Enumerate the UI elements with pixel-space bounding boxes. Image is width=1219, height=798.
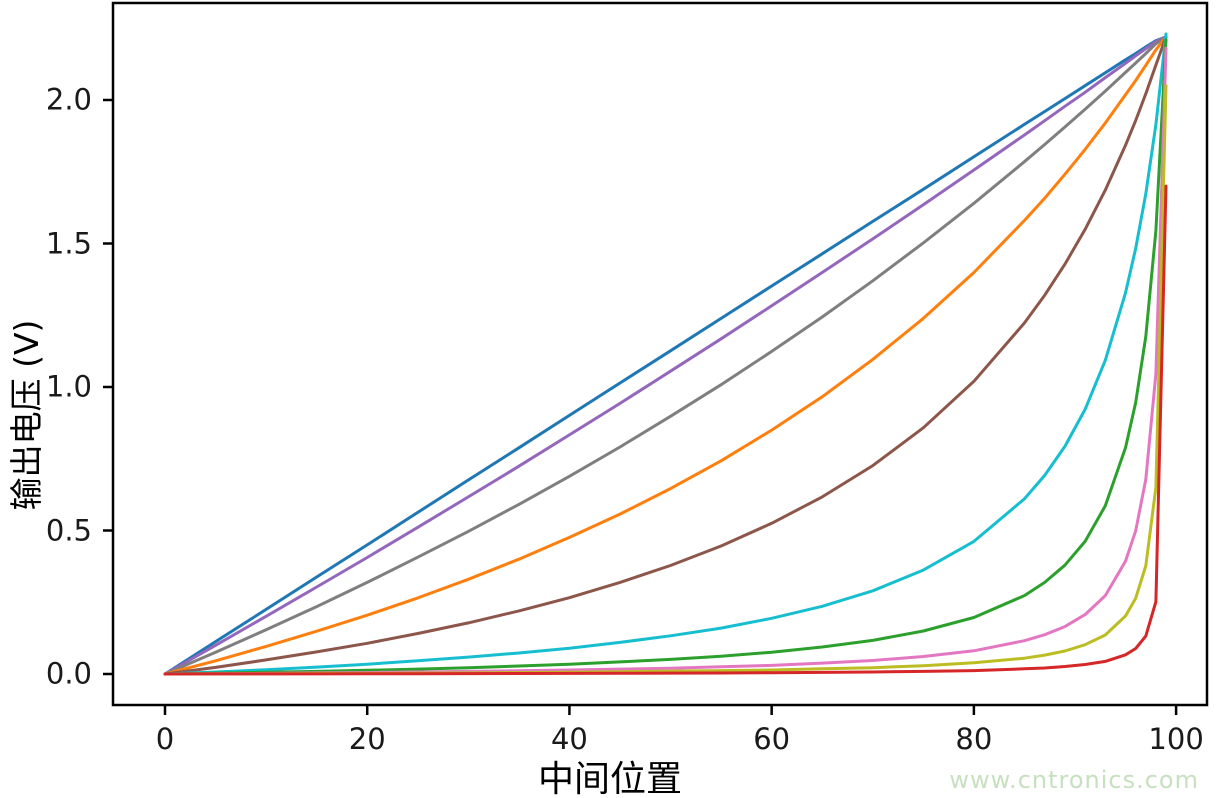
series-line-curve-02-purple [163,35,1168,676]
series-line-curve-07-green [163,38,1168,676]
x-tick-label: 20 [348,722,386,756]
series-line-curve-05-brown [163,35,1168,676]
x-tick-label: 80 [955,722,993,756]
series-line-curve-04-orange [163,35,1168,676]
y-tick-label: 0.5 [45,513,92,547]
y-tick-label: 0.0 [45,656,92,691]
series-line-curve-06-cyan [163,32,1168,676]
series-line-curve-01-blue-linear [163,35,1168,676]
axes-spines [111,1,1209,707]
series-line-curve-10-red [163,184,1168,676]
x-tick-label: 40 [550,722,588,756]
y-tick-label: 1.5 [45,226,92,260]
x-axis-label: 中间位置 [537,759,683,798]
x-tick-label: 0 [155,722,175,756]
series-line-curve-03-gray [163,35,1168,676]
x-tick-label: 60 [753,722,791,756]
y-tick-label: 2.0 [45,82,92,117]
watermark-text: www.cntronics.com [949,766,1199,794]
x-tick-label: 100 [1148,722,1204,756]
series-line-curve-09-olive [163,84,1168,676]
y-axis-label: 输出电压 (V) [7,319,46,511]
y-tick-label: 1.0 [45,369,92,404]
